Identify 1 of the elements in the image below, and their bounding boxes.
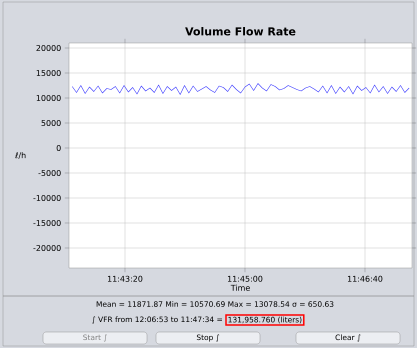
- chart-title: Volume Flow Rate: [185, 27, 296, 36]
